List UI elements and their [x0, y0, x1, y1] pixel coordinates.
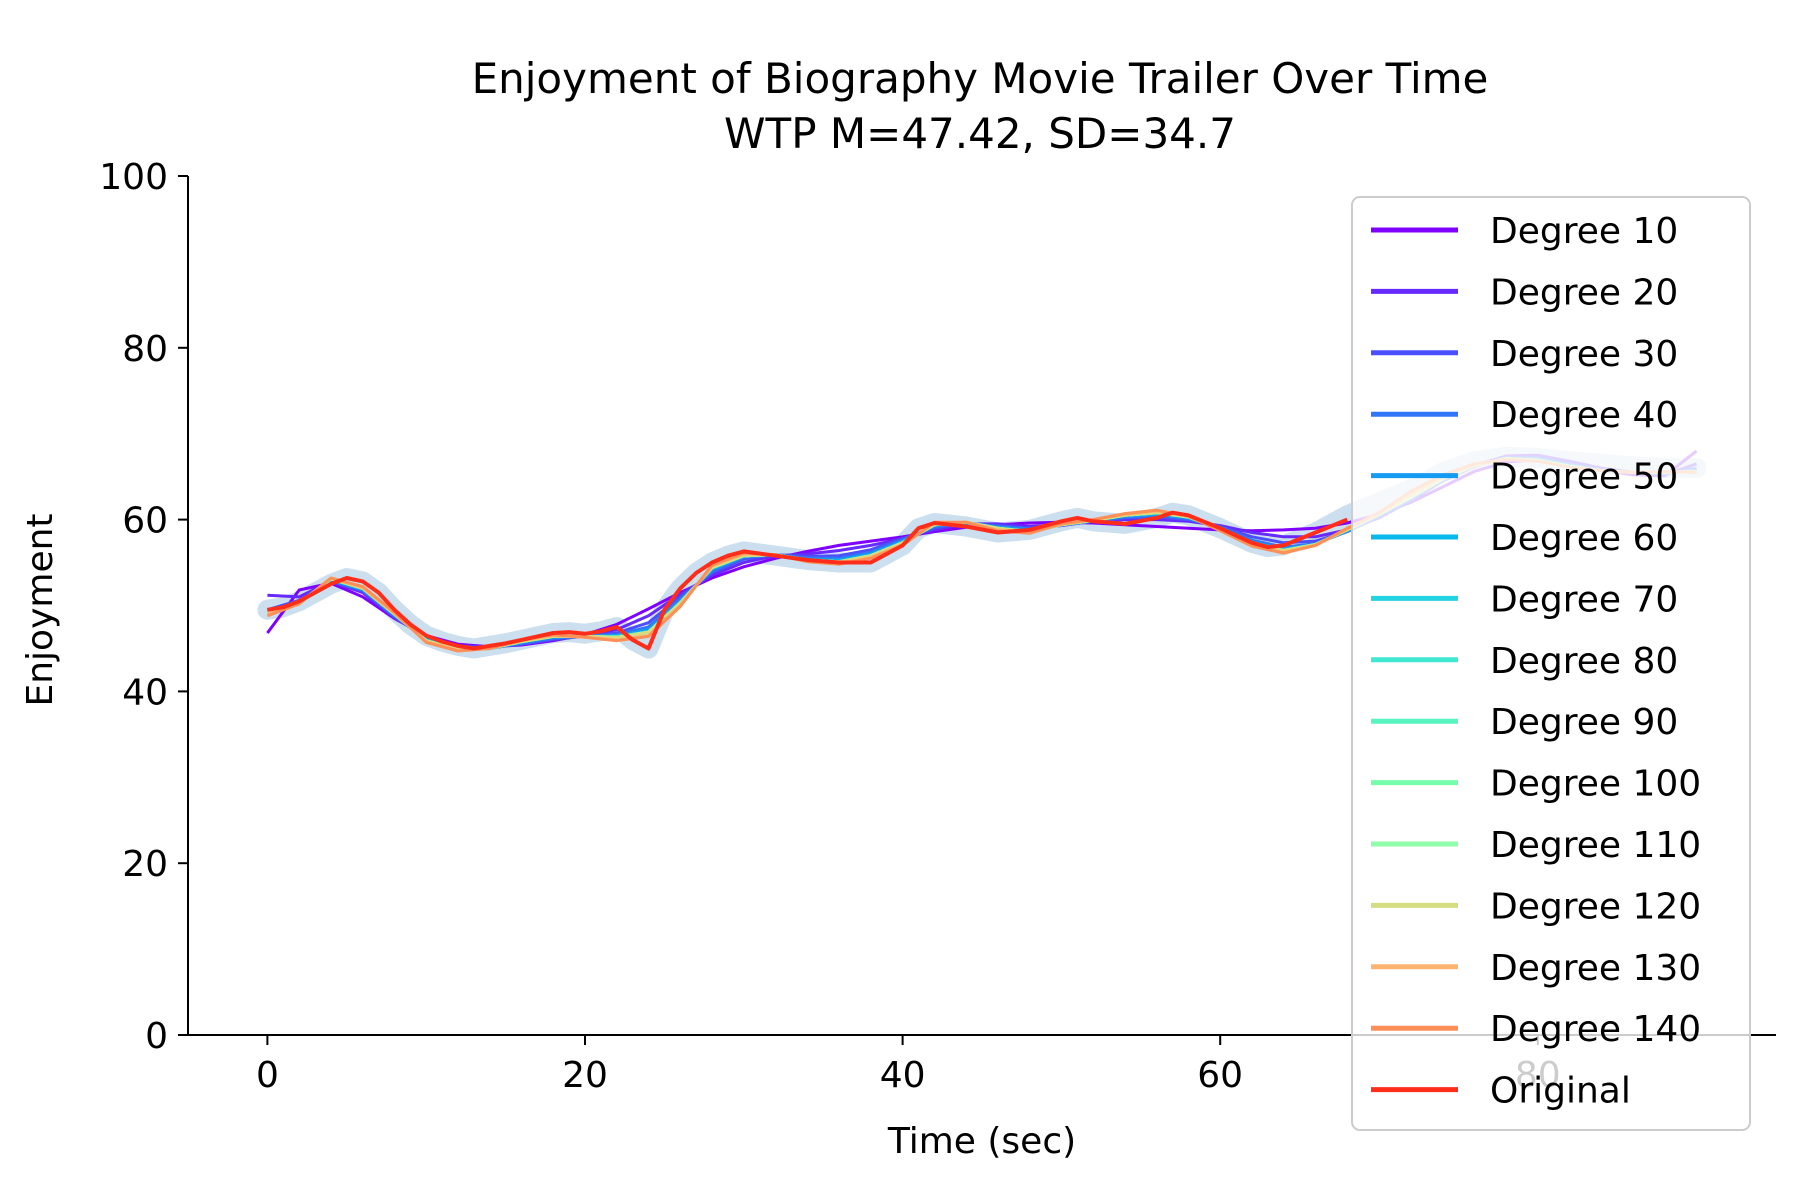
- legend-label: Original: [1490, 1071, 1631, 1112]
- chart-subtitle: WTP M=47.42, SD=34.7: [724, 109, 1236, 158]
- x-tick-label: 60: [1197, 1055, 1243, 1096]
- chart-title: Enjoyment of Biography Movie Trailer Ove…: [472, 54, 1489, 103]
- legend-label: Degree 50: [1490, 457, 1678, 498]
- x-tick-label: 0: [256, 1055, 279, 1096]
- legend-label: Degree 130: [1490, 948, 1701, 989]
- legend-label: Degree 100: [1490, 764, 1701, 805]
- legend-label: Degree 90: [1490, 702, 1678, 743]
- x-tick-label: 40: [880, 1055, 926, 1096]
- legend-label: Degree 70: [1490, 579, 1678, 620]
- series-line-original: [267, 510, 1348, 651]
- y-tick-label: 0: [145, 1016, 168, 1057]
- y-ticks: 0 20 40 60 80 100: [99, 157, 188, 1057]
- legend: Degree 10 Degree 20 Degree 30 Degree 40 Degr…: [1351, 196, 1751, 1131]
- legend-box: [1351, 196, 1751, 1131]
- y-tick-label: 20: [122, 844, 168, 885]
- legend-label: Degree 140: [1490, 1009, 1701, 1050]
- x-tick-label: 20: [562, 1055, 608, 1096]
- y-tick-label: 80: [122, 329, 168, 370]
- legend-label: Degree 20: [1490, 272, 1678, 313]
- y-tick-label: 100: [99, 157, 168, 198]
- legend-label: Degree 110: [1490, 825, 1701, 866]
- legend-label: Degree 120: [1490, 886, 1701, 927]
- y-tick-label: 40: [122, 672, 168, 713]
- legend-label: Degree 40: [1490, 395, 1678, 436]
- legend-label: Degree 80: [1490, 641, 1678, 682]
- legend-label: Degree 60: [1490, 518, 1678, 559]
- x-axis-label: Time (sec): [887, 1121, 1076, 1162]
- legend-label: Degree 10: [1490, 211, 1678, 252]
- y-tick-label: 60: [122, 501, 168, 542]
- legend-label: Degree 30: [1490, 334, 1678, 375]
- y-axis-label: Enjoyment: [20, 513, 61, 706]
